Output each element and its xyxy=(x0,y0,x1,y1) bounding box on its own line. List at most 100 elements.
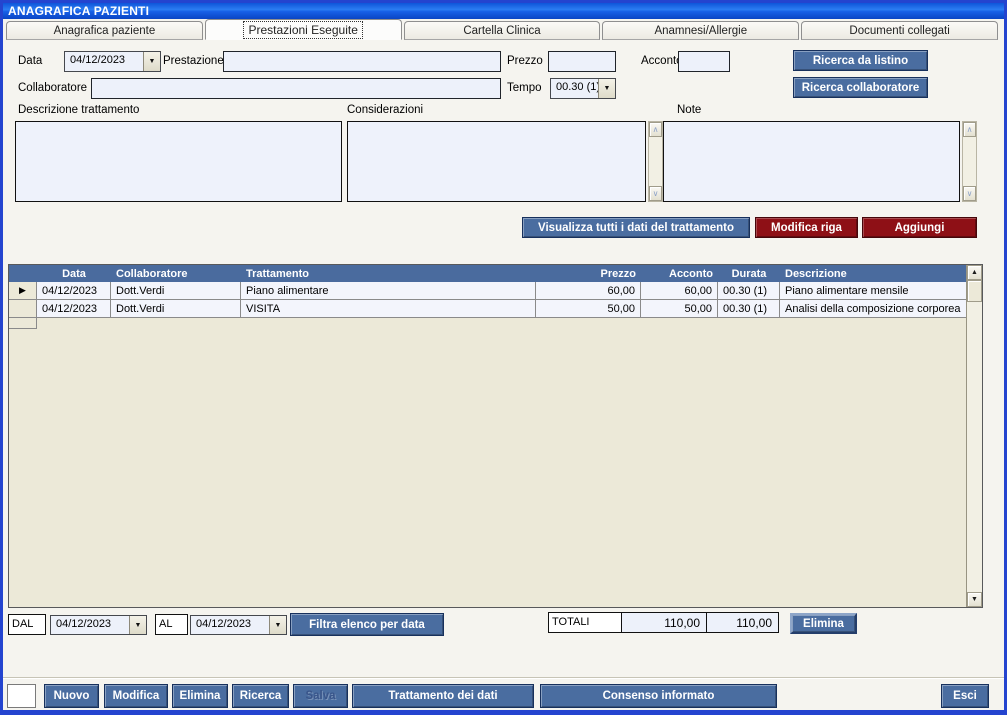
table-row[interactable]: 04/12/2023 Dott.Verdi VISITA 50,00 50,00… xyxy=(9,300,966,318)
totali-label-box: TOTALI xyxy=(548,612,622,633)
button-label: Visualizza tutti i dati del trattamento xyxy=(538,221,734,234)
descrizione-trattamento-label: Descrizione trattamento xyxy=(18,104,140,116)
header-selector[interactable] xyxy=(9,265,37,282)
elimina-button[interactable]: Elimina xyxy=(172,684,228,708)
esci-button[interactable]: Esci xyxy=(941,684,989,708)
cell-durata[interactable]: 00.30 (1) xyxy=(718,300,780,317)
note-label: Note xyxy=(677,104,702,116)
prezzo-label: Prezzo xyxy=(507,55,543,67)
scrollbar-track[interactable] xyxy=(967,302,982,592)
cell-prezzo[interactable]: 50,00 xyxy=(536,300,641,317)
collaboratore-input[interactable] xyxy=(91,78,501,99)
prezzo-input[interactable] xyxy=(548,51,616,72)
data-combo[interactable]: 04/12/2023 ▼ xyxy=(64,51,161,72)
table-row[interactable]: ▶ 04/12/2023 Dott.Verdi Piano alimentare… xyxy=(9,282,966,300)
tab-anagrafica-paziente[interactable]: Anagrafica paziente xyxy=(6,21,203,40)
tab-strip: Anagrafica paziente Prestazioni Eseguite… xyxy=(6,19,998,40)
cell-data[interactable]: 04/12/2023 xyxy=(37,282,111,299)
tempo-label: Tempo xyxy=(507,82,542,94)
totale-acconto-box: 110,00 xyxy=(706,612,779,633)
scroll-up-icon[interactable]: ▲ xyxy=(967,265,982,280)
cell-descrizione[interactable]: Piano alimentare mensile xyxy=(785,284,909,297)
tab-anamnesi-allergie[interactable]: Anamnesi/Allergie xyxy=(602,21,800,40)
data-label: Data xyxy=(18,55,43,67)
salva-button: Salva xyxy=(293,684,348,708)
button-label: Ricerca collaboratore xyxy=(801,81,920,94)
cell-collaboratore[interactable]: Dott.Verdi xyxy=(111,282,241,299)
cell-prezzo[interactable]: 60,00 xyxy=(536,282,641,299)
window-title-bar[interactable]: ANAGRAFICA PAZIENTI xyxy=(2,2,1005,19)
prestazione-label: Prestazione xyxy=(163,55,224,67)
scroll-down-icon[interactable]: ∨ xyxy=(963,186,976,201)
aggiungi-button[interactable]: Aggiungi xyxy=(862,217,977,238)
tab-documenti-collegati[interactable]: Documenti collegati xyxy=(801,21,998,40)
considerazioni-textarea[interactable] xyxy=(347,121,646,202)
tempo-combo[interactable]: 00.30 (1) ▼ xyxy=(550,78,616,99)
header-collaboratore[interactable]: Collaboratore xyxy=(116,267,188,280)
table-body: Data Collaboratore Trattamento Prezzo Ac… xyxy=(9,265,966,607)
header-prezzo[interactable]: Prezzo xyxy=(600,267,636,280)
empty-row-selector xyxy=(9,318,37,329)
button-label: Esci xyxy=(953,690,977,702)
trattamento-dei-dati-button[interactable]: Trattamento dei dati xyxy=(352,684,534,708)
ricerca-button[interactable]: Ricerca xyxy=(232,684,289,708)
dropdown-arrow-icon[interactable]: ▼ xyxy=(129,616,146,634)
modifica-riga-button[interactable]: Modifica riga xyxy=(755,217,858,238)
filtra-elenco-button[interactable]: Filtra elenco per data xyxy=(290,613,444,636)
descrizione-trattamento-textarea[interactable] xyxy=(15,121,342,202)
al-combo-value[interactable]: 04/12/2023 xyxy=(196,618,252,630)
cell-collaboratore[interactable]: Dott.Verdi xyxy=(111,300,241,317)
tab-label: Anagrafica paziente xyxy=(53,24,156,37)
cell-trattamento[interactable]: VISITA xyxy=(241,300,536,317)
ricerca-collaboratore-button[interactable]: Ricerca collaboratore xyxy=(793,77,928,98)
scroll-down-icon[interactable]: ∨ xyxy=(649,186,662,201)
dropdown-arrow-icon[interactable]: ▼ xyxy=(598,79,615,98)
considerazioni-label: Considerazioni xyxy=(347,104,424,116)
dropdown-arrow-icon[interactable]: ▼ xyxy=(269,616,286,634)
al-date-combo[interactable]: 04/12/2023 ▼ xyxy=(190,615,287,635)
consenso-informato-button[interactable]: Consenso informato xyxy=(540,684,777,708)
header-trattamento[interactable]: Trattamento xyxy=(246,267,309,280)
visualizza-dati-trattamento-button[interactable]: Visualizza tutti i dati del trattamento xyxy=(522,217,750,238)
row-selector[interactable]: ▶ xyxy=(9,282,37,299)
header-durata[interactable]: Durata xyxy=(731,267,767,280)
cell-durata[interactable]: 00.30 (1) xyxy=(718,282,780,299)
collaboratore-label: Collaboratore xyxy=(18,82,88,94)
modifica-button[interactable]: Modifica xyxy=(104,684,168,708)
scrollbar-thumb[interactable] xyxy=(967,280,982,302)
data-combo-value[interactable]: 04/12/2023 xyxy=(70,54,126,66)
button-label: Consenso informato xyxy=(602,690,715,702)
header-acconto[interactable]: Acconto xyxy=(669,267,713,280)
note-textarea[interactable] xyxy=(663,121,960,202)
dal-date-combo[interactable]: 04/12/2023 ▼ xyxy=(50,615,147,635)
elimina-riga-button[interactable]: Elimina xyxy=(790,613,857,634)
cell-trattamento[interactable]: Piano alimentare xyxy=(241,282,536,299)
tab-cartella-clinica[interactable]: Cartella Clinica xyxy=(403,21,601,40)
dal-combo-value[interactable]: 04/12/2023 xyxy=(56,618,112,630)
scroll-down-icon[interactable]: ▼ xyxy=(967,592,982,607)
cell-data[interactable]: 04/12/2023 xyxy=(37,300,111,317)
scroll-up-icon[interactable]: ∧ xyxy=(963,122,976,137)
acconto-input[interactable] xyxy=(678,51,730,72)
considerazioni-scrollbar[interactable]: ∧ ∨ xyxy=(648,121,663,202)
table-scrollbar[interactable]: ▲ ▼ xyxy=(966,265,982,607)
header-descrizione[interactable]: Descrizione xyxy=(785,267,847,280)
nuovo-button[interactable]: Nuovo xyxy=(44,684,99,708)
button-label: Aggiungi xyxy=(894,221,945,234)
cell-acconto[interactable]: 60,00 xyxy=(641,282,718,299)
note-scrollbar[interactable]: ∧ ∨ xyxy=(962,121,977,202)
tempo-combo-value[interactable]: 00.30 (1) xyxy=(556,81,598,93)
tab-prestazioni-eseguite[interactable]: Prestazioni Eseguite xyxy=(204,19,402,40)
ricerca-da-listino-button[interactable]: Ricerca da listino xyxy=(793,50,928,71)
button-label: Modifica xyxy=(112,690,160,702)
button-label: Elimina xyxy=(179,690,221,702)
scroll-up-icon[interactable]: ∧ xyxy=(649,122,662,137)
header-data[interactable]: Data xyxy=(62,267,86,280)
row-selector[interactable] xyxy=(9,300,37,317)
cell-acconto[interactable]: 50,00 xyxy=(641,300,718,317)
prestazione-input[interactable] xyxy=(223,51,501,72)
dropdown-arrow-icon[interactable]: ▼ xyxy=(143,52,160,71)
cell-descrizione[interactable]: Analisi della composizione corporea xyxy=(785,302,961,315)
button-label: Modifica riga xyxy=(771,221,842,234)
totale-prezzo-box: 110,00 xyxy=(621,612,707,633)
